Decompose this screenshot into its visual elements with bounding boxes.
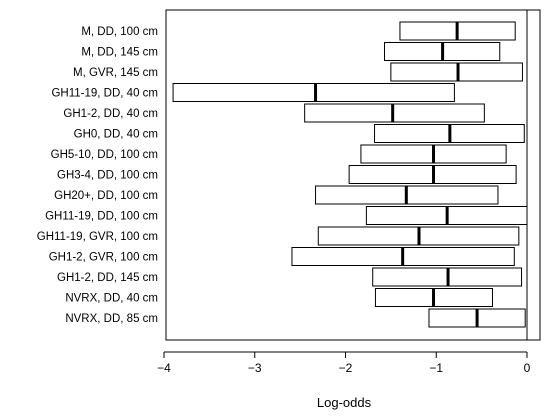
category-labels: M, DD, 100 cm M, DD, 145 cm M, GVR, 145 cm… [37, 26, 158, 325]
category-label: GH1-2, GVR, 100 cm [49, 252, 158, 264]
x-tick-label: −1 [429, 361, 443, 375]
category-label: GH0, DD, 40 cm [74, 129, 158, 141]
category-label: GH11-19, DD, 100 cm [45, 211, 158, 223]
x-axis-title: Log-odds [317, 395, 372, 410]
x-tick-label: 0 [524, 361, 531, 375]
category-label: GH3-4, DD, 100 cm [57, 170, 158, 182]
category-label: M, GVR, 145 cm [73, 67, 158, 79]
plot-frame [165, 9, 541, 341]
category-label: GH5-10, DD, 100 cm [51, 149, 158, 161]
category-label: GH1-2, DD, 40 cm [63, 108, 158, 120]
category-label: GH11-19, GVR, 100 cm [37, 231, 158, 243]
category-label: NVRX, DD, 85 cm [65, 313, 158, 325]
category-label: NVRX, DD, 40 cm [65, 293, 158, 305]
boxes-layer [172, 21, 528, 328]
category-label: GH11-19, DD, 40 cm [51, 88, 158, 100]
category-label: GH1-2, DD, 145 cm [57, 272, 158, 284]
box [304, 103, 485, 123]
box [172, 83, 455, 102]
x-tick-label: −4 [157, 361, 171, 375]
category-label: M, DD, 145 cm [81, 47, 158, 59]
category-label: M, DD, 100 cm [81, 26, 158, 38]
x-axis: −4 −3 −2 −1 0 [157, 351, 531, 375]
category-label: GH20+, DD, 100 cm [54, 190, 158, 202]
x-tick-label: −2 [339, 361, 353, 375]
x-tick-label: −3 [248, 361, 262, 375]
